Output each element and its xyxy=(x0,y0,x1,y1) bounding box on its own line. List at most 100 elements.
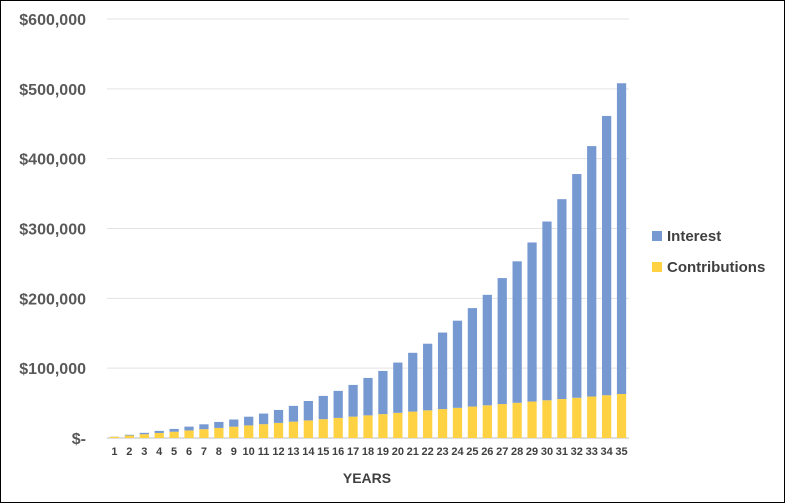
bar-interest xyxy=(617,83,626,394)
legend-swatch xyxy=(652,262,662,272)
bar-contributions xyxy=(289,422,298,438)
bar-contributions xyxy=(348,417,357,438)
bar-interest xyxy=(453,321,462,408)
bar-interest xyxy=(289,406,298,422)
x-tick-label: 7 xyxy=(201,446,207,458)
bar-interest xyxy=(244,417,253,426)
bar-interest xyxy=(587,146,596,396)
x-tick-label: 2 xyxy=(126,446,132,458)
bar-contributions xyxy=(468,407,477,438)
bar-interest xyxy=(348,385,357,417)
bar-interest xyxy=(572,174,581,398)
bar-interest xyxy=(438,333,447,410)
bar-contributions xyxy=(498,404,507,438)
bar-interest xyxy=(125,435,134,436)
bar-contributions xyxy=(214,428,223,438)
bar-contributions xyxy=(199,429,208,438)
bar-contributions xyxy=(423,410,432,438)
bar-contributions xyxy=(483,405,492,438)
x-tick-label: 34 xyxy=(601,446,614,458)
bar-contributions xyxy=(274,423,283,438)
x-tick-label: 21 xyxy=(407,446,419,458)
bar-contributions xyxy=(155,433,164,438)
bar-interest xyxy=(274,410,283,423)
y-tick-label: $400,000 xyxy=(19,152,86,169)
bar-interest xyxy=(393,363,402,413)
bar-contributions xyxy=(393,413,402,438)
bar-contributions xyxy=(602,395,611,438)
legend-label: Interest xyxy=(667,228,721,245)
bar-interest xyxy=(169,429,178,432)
x-tick-label: 29 xyxy=(526,446,538,458)
legend: Interest Contributions xyxy=(652,228,765,276)
y-tick-label: $600,000 xyxy=(19,12,86,29)
bar-interest xyxy=(140,433,149,434)
bar-contributions xyxy=(334,418,343,438)
y-tick-label: $200,000 xyxy=(19,291,86,308)
x-tick-label: 27 xyxy=(496,446,508,458)
bar-interest xyxy=(229,419,238,426)
x-tick-label: 10 xyxy=(243,446,255,458)
bar-contributions xyxy=(125,435,134,438)
bar-interest xyxy=(557,199,566,399)
bar-contributions xyxy=(572,398,581,438)
legend-label: Contributions xyxy=(667,259,765,276)
bar-contributions xyxy=(244,425,253,438)
bar-contributions xyxy=(140,434,149,438)
bar-contributions xyxy=(304,420,313,438)
x-tick-label: 28 xyxy=(511,446,523,458)
legend-swatch xyxy=(652,231,662,241)
bar-series xyxy=(110,83,626,438)
x-tick-label: 19 xyxy=(377,446,389,458)
y-tick-label: $300,000 xyxy=(19,222,86,239)
bar-interest xyxy=(378,371,387,414)
x-tick-label: 20 xyxy=(392,446,404,458)
bar-contributions xyxy=(408,412,417,438)
x-axis-label: YEARS xyxy=(343,470,391,486)
x-tick-label: 15 xyxy=(317,446,329,458)
bar-contributions xyxy=(617,394,626,438)
bar-interest xyxy=(214,422,223,428)
y-tick-label: $100,000 xyxy=(19,361,86,378)
x-tick-label: 1 xyxy=(111,446,117,458)
bar-interest xyxy=(304,401,313,420)
bar-interest xyxy=(199,424,208,429)
x-tick-label: 3 xyxy=(141,446,147,458)
x-tick-label: 32 xyxy=(571,446,583,458)
bar-contributions xyxy=(259,424,268,438)
bar-interest xyxy=(498,278,507,404)
x-tick-label: 17 xyxy=(347,446,359,458)
bar-contributions xyxy=(184,430,193,438)
bar-interest xyxy=(319,396,328,419)
bar-contributions xyxy=(378,414,387,438)
bar-contributions xyxy=(527,402,536,438)
bar-interest xyxy=(513,261,522,402)
x-tick-label: 14 xyxy=(302,446,315,458)
bar-interest xyxy=(483,295,492,405)
bar-interest xyxy=(542,222,551,401)
y-tick-label: $500,000 xyxy=(19,82,86,99)
bar-interest xyxy=(334,391,343,418)
bar-contributions xyxy=(110,437,119,438)
x-tick-label: 8 xyxy=(216,446,222,458)
bar-interest xyxy=(527,242,536,401)
x-tick-label: 11 xyxy=(258,446,270,458)
x-tick-label: 4 xyxy=(156,446,163,458)
bar-contributions xyxy=(513,403,522,438)
x-tick-label: 9 xyxy=(231,446,237,458)
bar-contributions xyxy=(453,408,462,438)
x-tick-label: 5 xyxy=(171,446,177,458)
x-tick-label: 26 xyxy=(481,446,493,458)
x-tick-label: 6 xyxy=(186,446,192,458)
bar-contributions xyxy=(319,419,328,438)
bar-contributions xyxy=(169,432,178,438)
bar-contributions xyxy=(229,427,238,438)
x-tick-label: 24 xyxy=(451,446,464,458)
x-tick-label: 30 xyxy=(541,446,553,458)
x-tick-label: 23 xyxy=(436,446,448,458)
x-tick-label: 12 xyxy=(272,446,284,458)
bar-interest xyxy=(423,344,432,411)
